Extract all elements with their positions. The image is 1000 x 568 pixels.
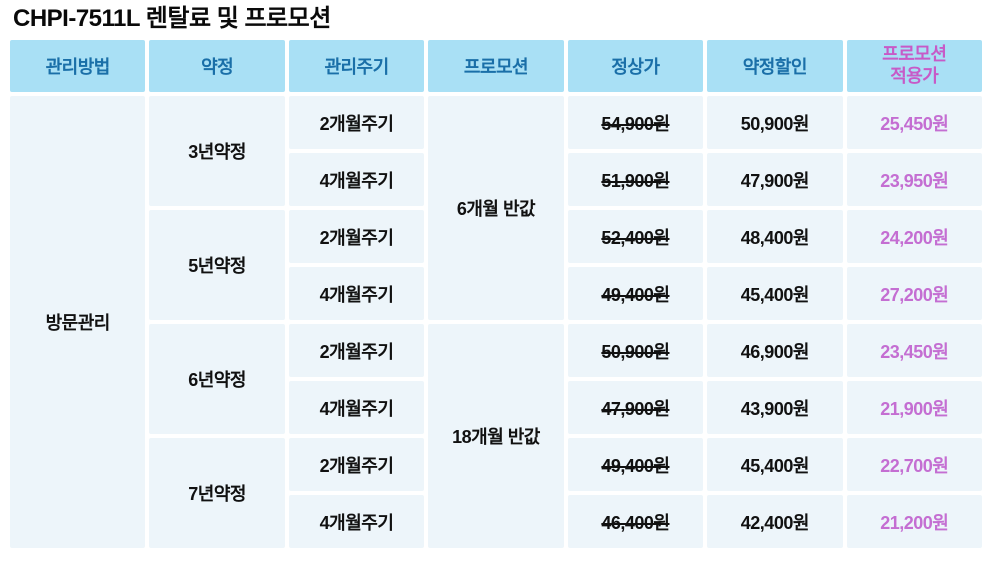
- cell-contract-7yr: 7년약정: [149, 438, 285, 548]
- cell-normal-price: 47,900원: [567, 381, 704, 434]
- header-promotion: 프로모션: [428, 40, 564, 92]
- cell-discount-price: 47,900원: [707, 153, 843, 206]
- normal-price-text: 49,400원: [601, 284, 670, 305]
- header-management-cycle: 관리주기: [288, 40, 425, 92]
- header-contract: 약정: [149, 40, 285, 92]
- header-promo-applied-price: 프로모션 적용가: [846, 40, 982, 92]
- normal-price-text: 46,400원: [601, 512, 670, 533]
- cell-contract-5yr: 5년약정: [149, 210, 285, 320]
- cell-promo-price: 25,450원: [846, 96, 982, 149]
- cell-normal-price: 51,900원: [567, 153, 704, 206]
- cell-normal-price: 52,400원: [567, 210, 704, 263]
- header-normal-price: 정상가: [567, 40, 704, 92]
- cell-cycle: 4개월주기: [288, 381, 425, 434]
- cell-cycle: 2개월주기: [288, 438, 425, 491]
- cell-cycle: 4개월주기: [288, 267, 425, 320]
- cell-promo-price: 21,200원: [846, 495, 982, 548]
- cell-management-method: 방문관리: [10, 96, 146, 548]
- cell-cycle: 4개월주기: [288, 153, 425, 206]
- cell-discount-price: 50,900원: [707, 96, 843, 149]
- cell-normal-price: 50,900원: [567, 324, 704, 377]
- cell-promo-price: 23,450원: [846, 324, 982, 377]
- cell-discount-price: 46,900원: [707, 324, 843, 377]
- normal-price-text: 51,900원: [601, 170, 670, 191]
- cell-promotion-6mo: 6개월 반값: [428, 96, 564, 320]
- normal-price-text: 52,400원: [601, 227, 670, 248]
- normal-price-text: 54,900원: [601, 113, 670, 134]
- header-contract-discount: 약정할인: [707, 40, 843, 92]
- normal-price-text: 47,900원: [601, 398, 670, 419]
- cell-promo-price: 21,900원: [846, 381, 982, 434]
- cell-promo-price: 27,200원: [846, 267, 982, 320]
- cell-normal-price: 54,900원: [567, 96, 704, 149]
- cell-normal-price: 46,400원: [567, 495, 704, 548]
- header-management-method: 관리방법: [10, 40, 146, 92]
- cell-cycle: 2개월주기: [288, 210, 425, 263]
- cell-cycle: 2개월주기: [288, 324, 425, 377]
- cell-promo-price: 22,700원: [846, 438, 982, 491]
- cell-discount-price: 42,400원: [707, 495, 843, 548]
- cell-discount-price: 45,400원: [707, 438, 843, 491]
- rental-price-table: 관리방법 약정 관리주기 프로모션 정상가 약정할인 프로모션 적용가 방문관리…: [10, 40, 982, 548]
- cell-promo-price: 23,950원: [846, 153, 982, 206]
- normal-price-text: 49,400원: [601, 455, 670, 476]
- cell-cycle: 2개월주기: [288, 96, 425, 149]
- cell-discount-price: 48,400원: [707, 210, 843, 263]
- cell-normal-price: 49,400원: [567, 438, 704, 491]
- cell-promo-price: 24,200원: [846, 210, 982, 263]
- normal-price-text: 50,900원: [601, 341, 670, 362]
- page-title: CHPI-7511L 렌탈료 및 프로모션: [13, 5, 331, 32]
- cell-cycle: 4개월주기: [288, 495, 425, 548]
- cell-discount-price: 43,900원: [707, 381, 843, 434]
- cell-contract-6yr: 6년약정: [149, 324, 285, 434]
- cell-contract-3yr: 3년약정: [149, 96, 285, 206]
- cell-promotion-18mo: 18개월 반값: [428, 324, 564, 548]
- cell-discount-price: 45,400원: [707, 267, 843, 320]
- cell-normal-price: 49,400원: [567, 267, 704, 320]
